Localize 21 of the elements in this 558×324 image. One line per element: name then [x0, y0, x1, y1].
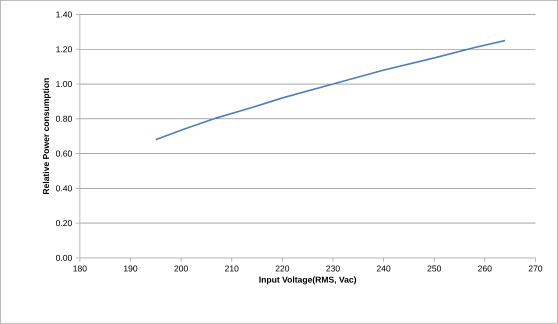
- x-tick-label: 250: [428, 266, 442, 272]
- y-axis-title: Relative Power consumption: [42, 78, 51, 194]
- x-tick-label: 180: [73, 266, 87, 272]
- y-tick-label: 1.40: [56, 12, 72, 18]
- x-tick-label: 260: [478, 266, 492, 272]
- x-tick-label: 240: [376, 266, 390, 272]
- x-axis-title: Input Voltage(RMS, Vac): [259, 276, 356, 285]
- y-tick-label: 1.20: [56, 46, 72, 52]
- y-tick-label: 0.20: [56, 220, 72, 226]
- x-tick-label: 220: [276, 266, 290, 272]
- line-series: [154, 40, 506, 141]
- x-tick-label: 270: [528, 266, 542, 272]
- x-tick-label: 200: [174, 266, 188, 272]
- x-tick-label: 230: [326, 266, 340, 272]
- y-tick-label: 1.00: [56, 81, 72, 88]
- y-tick-label: 0.40: [56, 185, 72, 192]
- y-tick-label: 0.60: [56, 150, 72, 157]
- y-tick-label: 0.00: [56, 255, 72, 262]
- x-tick-label: 210: [225, 266, 239, 272]
- x-tick-label: 190: [124, 266, 138, 272]
- y-tick-label: 0.80: [56, 116, 72, 122]
